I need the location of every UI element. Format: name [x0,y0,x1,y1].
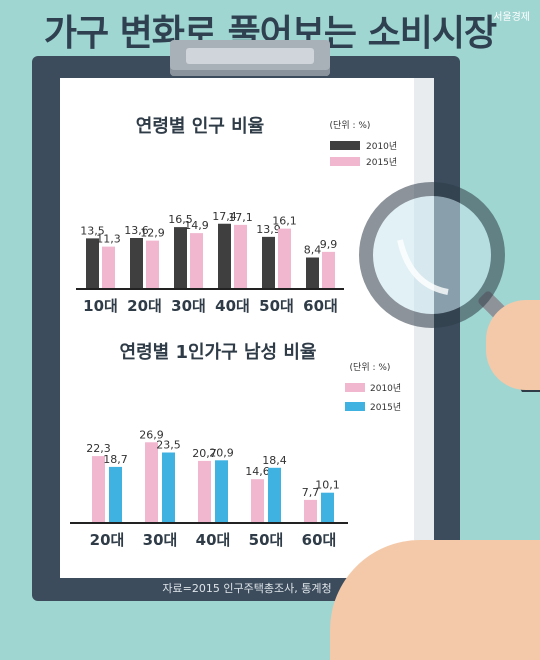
bar-10대-2010년 [86,238,99,289]
clipboard-clip-inner [186,48,314,64]
legend-1-swatch-2015 [330,157,360,166]
bar-60대-2015년 [321,492,334,523]
bar-40대-2015년 [215,460,228,523]
bar-40대-2010년 [218,223,231,289]
data-label-60대-2010년: 8,4 [304,244,322,257]
bar-60대-2010년 [304,499,317,523]
brand-logo: 서울경제 [493,12,530,23]
bar-20대-2010년 [92,456,105,523]
category-label-40대: 40대 [196,531,231,549]
bar-30대-2010년 [174,227,187,289]
data-label-10대-2010년: 13,5 [80,224,105,237]
chart-2: 연령별 1인가구 남성 비율 (단위 : %) 2010년 2015년 22,3… [70,342,401,549]
chart-1-bars: 13,511,3 10대 13,612,9 20대 16,514,9 30대 17,417,… [80,210,338,315]
category-label-50대: 50대 [249,531,284,549]
bar-30대-2015년 [162,452,175,523]
hand-bottom [330,540,540,660]
legend-2-swatch-2010 [345,383,365,392]
category-label-50대: 50대 [259,297,294,315]
data-label-60대-2015년: 10,1 [315,479,340,492]
category-label-20대: 20대 [127,297,162,315]
bar-20대-2015년 [146,240,159,289]
chart-2-bars: 22,318,7 20대 26,923,5 30대 20,720,9 40대 14,618,… [86,428,340,549]
legend-1-label-2015: 2015년 [366,157,397,168]
bar-20대-2010년 [130,238,143,289]
category-label-60대: 60대 [303,297,338,315]
data-label-40대-2015년: 17,1 [228,211,253,224]
bar-60대-2015년 [322,251,335,289]
chart-1-title: 연령별 인구 비율 [136,116,264,137]
data-label-40대-2015년: 20,9 [209,446,234,459]
chart-1-unit: (단위 : %) [330,120,371,131]
data-label-20대-2010년: 22,3 [86,442,111,455]
legend-2-swatch-2015 [345,402,365,411]
data-label-10대-2015년: 11,3 [96,233,121,246]
data-label-50대-2010년: 14,6 [245,465,270,478]
bar-50대-2010년 [262,236,275,289]
chart-2-title: 연령별 1인가구 남성 비율 [120,342,317,363]
data-label-40대-2010년: 17,4 [212,210,237,223]
chart-2-unit: (단위 : %) [350,362,391,373]
paper-sheet [60,78,434,578]
bar-60대-2010년 [306,257,319,289]
bar-40대-2010년 [198,460,211,523]
category-label-30대: 30대 [171,297,206,315]
category-label-20대: 20대 [90,531,125,549]
category-label-60대: 60대 [302,531,337,549]
data-label-20대-2015년: 18,7 [103,453,128,466]
data-label-20대-2010년: 13,6 [124,224,149,237]
bar-50대-2015년 [268,467,281,523]
data-label-30대-2015년: 14,9 [184,219,209,232]
bar-20대-2015년 [109,466,122,523]
legend-1-swatch-2010 [330,141,360,150]
legend-2-label-2010: 2010년 [370,383,401,394]
charts-svg: 연령별 인구 비율 (단위 : %) 2010년 2015년 13,511,31… [70,116,540,549]
data-label-60대-2010년: 7,7 [302,486,320,499]
hand-right [486,300,540,390]
data-label-30대-2015년: 23,5 [156,439,181,452]
bar-40대-2015년 [234,224,247,289]
legend-1-label-2010: 2010년 [366,141,397,152]
data-label-60대-2015년: 9,9 [320,238,338,251]
bar-30대-2015년 [190,233,203,289]
bar-10대-2015년 [102,246,115,289]
data-label-50대-2010년: 13,9 [256,223,281,236]
category-label-10대: 10대 [83,297,118,315]
bar-50대-2010년 [251,479,264,523]
data-label-40대-2010년: 20,7 [192,447,217,460]
bar-50대-2015년 [278,228,291,289]
category-label-30대: 30대 [143,531,178,549]
chart-1: 연령별 인구 비율 (단위 : %) 2010년 2015년 13,511,31… [76,116,397,315]
data-label-30대-2010년: 26,9 [139,428,164,441]
data-label-30대-2010년: 16,5 [168,213,193,226]
bar-30대-2010년 [145,442,158,523]
data-label-50대-2015년: 18,4 [262,454,287,467]
legend-2-label-2015: 2015년 [370,402,401,413]
data-label-50대-2015년: 16,1 [272,215,297,228]
data-label-20대-2015년: 12,9 [140,227,165,240]
category-label-40대: 40대 [215,297,250,315]
source-note: 자료=2015 인구주택총조사, 통계청 [162,582,332,595]
